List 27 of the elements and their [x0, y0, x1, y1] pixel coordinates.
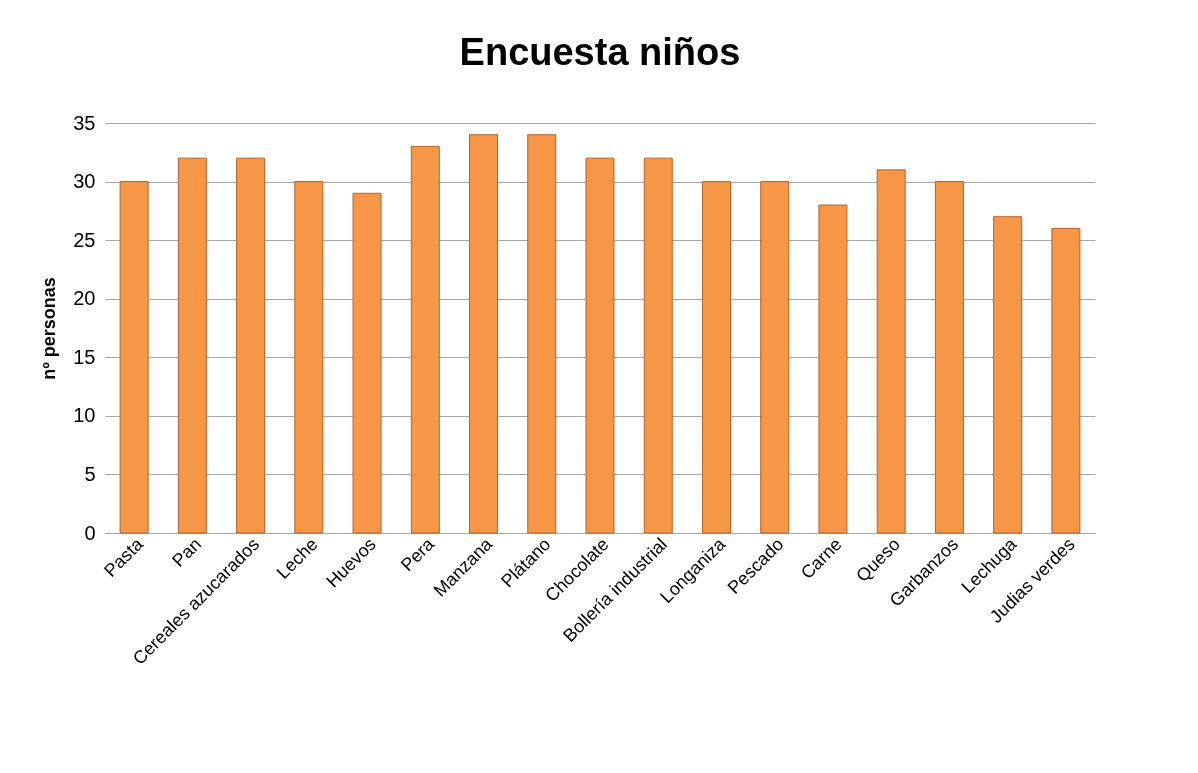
bar — [177, 157, 207, 534]
bar — [876, 169, 906, 534]
y-tick-label: 20 — [73, 287, 96, 310]
bar — [993, 216, 1023, 534]
bar — [352, 192, 382, 534]
y-axis-title: nº personas — [39, 277, 60, 380]
bar — [527, 134, 557, 534]
y-tick-label: 25 — [73, 228, 96, 251]
bar — [934, 181, 964, 534]
bar — [701, 181, 731, 534]
y-tick-label: 35 — [73, 111, 96, 134]
y-tick-label: 5 — [84, 462, 96, 485]
y-tick-label: 10 — [73, 404, 96, 427]
chart-title: Encuesta niños — [459, 31, 741, 73]
bar — [818, 204, 848, 534]
bar — [119, 181, 149, 534]
bar — [469, 134, 499, 534]
bar — [294, 181, 324, 534]
y-tick-label: 15 — [73, 345, 96, 368]
y-tick-label: 30 — [73, 170, 96, 193]
bar — [760, 181, 790, 534]
bar — [1051, 227, 1081, 534]
bar — [585, 157, 615, 534]
bar — [643, 157, 673, 534]
bar — [410, 145, 440, 534]
y-tick-label: 0 — [84, 521, 96, 544]
bar — [236, 157, 266, 534]
